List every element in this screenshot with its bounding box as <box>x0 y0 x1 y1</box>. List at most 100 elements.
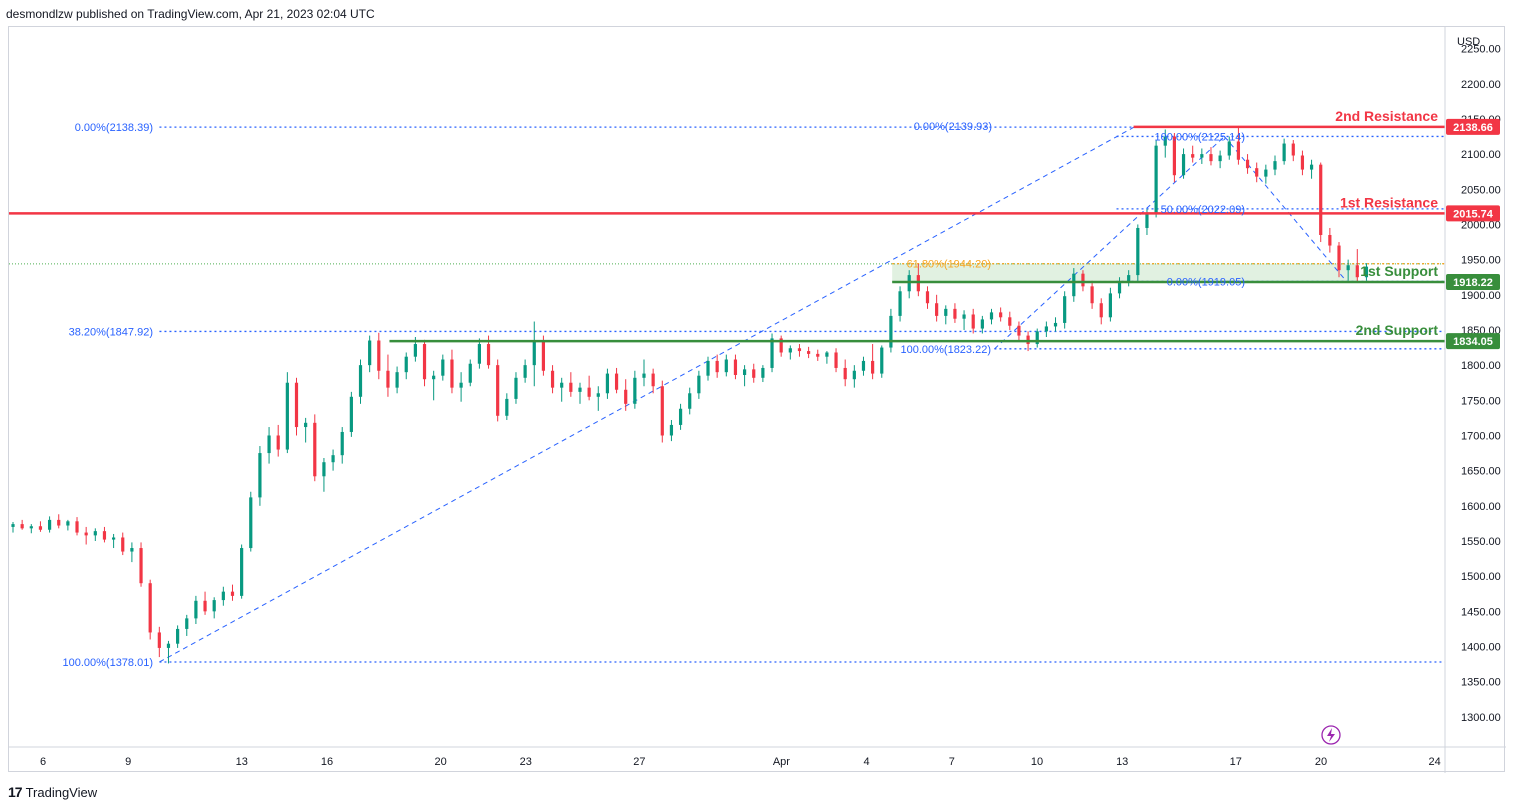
candle-body <box>898 291 902 316</box>
footer-brand: TradingView <box>25 784 98 800</box>
candle-body <box>1218 155 1222 162</box>
candle-body <box>1364 266 1369 278</box>
candle-body <box>1081 273 1085 287</box>
candle <box>395 366 399 394</box>
candle <box>688 387 692 415</box>
candle <box>349 391 353 437</box>
candle <box>1072 268 1076 302</box>
candle-body <box>75 521 79 533</box>
candle <box>807 346 811 359</box>
candle-body <box>358 365 363 397</box>
candle-body <box>486 344 491 366</box>
candle <box>1300 150 1305 176</box>
time-axis: 6 9 13 16 20 23 27 Apr 4 7 10 13 17 20 24 <box>9 746 1506 768</box>
candle-body <box>953 308 957 319</box>
y-tick-label: 2050.00 <box>1461 184 1501 196</box>
candle <box>898 286 902 322</box>
candle-body <box>935 303 939 316</box>
candle <box>1291 140 1295 162</box>
candle <box>1255 162 1259 183</box>
candle-body <box>550 370 555 388</box>
candle <box>1172 133 1176 183</box>
candle <box>935 294 939 322</box>
candle-body <box>651 373 655 387</box>
candle-body <box>523 365 527 378</box>
candle-body <box>38 526 43 530</box>
candle-body <box>194 600 198 619</box>
chart-frame[interactable]: 2nd Resistance 1st Resistance 1st Support 2… <box>8 26 1506 773</box>
candle-body <box>1154 145 1158 214</box>
candle <box>267 427 271 464</box>
candle-body <box>1063 296 1067 323</box>
candle <box>989 308 994 325</box>
candle <box>194 595 198 625</box>
candle <box>953 303 957 323</box>
candle-body <box>377 340 381 371</box>
candle-body <box>93 531 97 536</box>
candle <box>1099 298 1103 325</box>
candle <box>496 359 500 422</box>
candle-body <box>861 360 866 371</box>
candle <box>999 307 1003 322</box>
x-tick-label: 17 <box>1230 756 1242 768</box>
candle-body <box>989 312 994 320</box>
candle <box>121 532 125 556</box>
candle-body <box>368 340 372 366</box>
candle-body <box>185 618 189 629</box>
candle <box>1154 140 1158 218</box>
support-zone <box>892 263 1358 282</box>
candle <box>1364 263 1369 281</box>
candle-body <box>1227 141 1231 156</box>
candle-body <box>742 369 747 375</box>
candle <box>1236 125 1241 165</box>
candle-body <box>1255 168 1259 177</box>
x-tick-label: 7 <box>949 756 955 768</box>
price-chart[interactable]: 2nd Resistance 1st Resistance 1st Support 2… <box>9 27 1506 773</box>
y-tick-label: 1350.00 <box>1461 677 1501 689</box>
candle <box>1053 317 1058 332</box>
level-name: 2nd Resistance <box>1335 108 1438 124</box>
y-tick-label: 2250.00 <box>1461 44 1501 56</box>
candle-body <box>422 344 427 380</box>
candle <box>944 305 948 325</box>
candle <box>441 354 445 381</box>
candle <box>157 626 161 658</box>
fib-label: 100.00%(2125.14) <box>1154 131 1245 143</box>
candle-body <box>1136 227 1140 276</box>
candle <box>1355 249 1359 283</box>
candle-body <box>770 338 774 368</box>
candle-body <box>925 291 930 304</box>
candle <box>112 533 116 549</box>
x-tick-label: 20 <box>434 756 446 768</box>
candle <box>669 420 674 442</box>
candle <box>1245 154 1250 174</box>
candle-body <box>1245 159 1250 169</box>
candle-body <box>267 435 271 454</box>
candle-body <box>212 600 216 612</box>
x-tick-label: 20 <box>1315 756 1327 768</box>
candle-body <box>1319 164 1323 235</box>
candle <box>523 359 527 383</box>
candle <box>276 424 280 457</box>
candle-body <box>871 360 875 374</box>
candle-body <box>468 363 472 383</box>
candle-body <box>779 338 783 353</box>
candle-body <box>825 352 829 357</box>
candle-body <box>669 424 674 436</box>
candle <box>660 380 664 443</box>
x-tick-label: 10 <box>1031 756 1043 768</box>
fib-label: 0.00%(1919.05) <box>1167 276 1245 288</box>
candle-body <box>614 373 619 390</box>
candle <box>825 351 829 364</box>
candle <box>148 579 152 640</box>
candle-body <box>294 382 299 428</box>
candle-body <box>84 532 88 536</box>
candle <box>697 370 701 399</box>
candle <box>1017 321 1021 341</box>
candle <box>1035 328 1039 348</box>
candle-body <box>450 359 454 388</box>
candle <box>514 372 518 404</box>
candle <box>560 377 564 402</box>
candle <box>166 640 171 664</box>
candle-body <box>944 308 948 316</box>
